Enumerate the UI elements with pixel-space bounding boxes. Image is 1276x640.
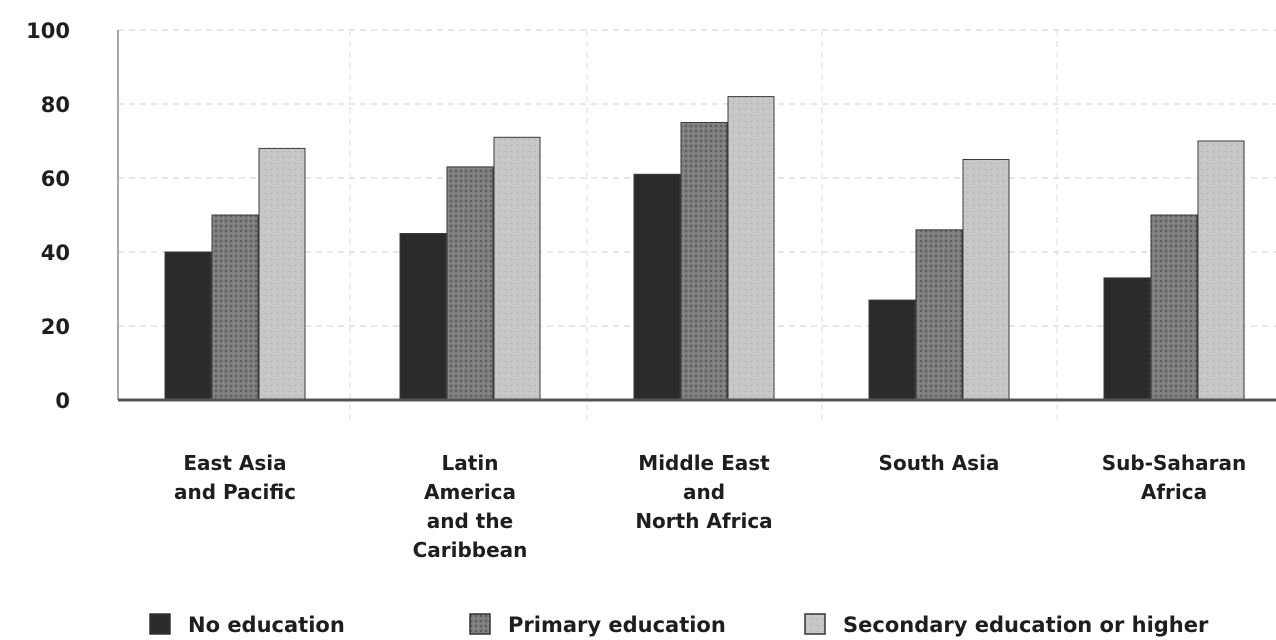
category-label-line: North Africa [635,509,772,533]
bar [1197,140,1245,401]
legend-swatch [804,613,826,635]
y-tick-label: 20 [41,315,70,339]
axes [117,30,1276,402]
bar [633,173,681,401]
category-label-line: Africa [1141,480,1207,504]
legend-label: Primary education [508,613,726,637]
bar [493,136,541,401]
bar [1103,277,1151,401]
category-label: Middle East and North Africa [635,451,772,533]
category-label-line: South Asia [879,451,1000,475]
category-label: Sub-Saharan Africa [1102,451,1247,504]
category-label: Latin America and the Caribbean [413,451,528,562]
legend-label: No education [188,613,345,637]
category-label-line: Caribbean [413,538,528,562]
category-label: East Asia and Pacific [174,451,296,504]
category-label-line: and Pacific [174,480,296,504]
category-label-line: and the [427,509,513,533]
bar [446,166,494,401]
category-label-line: America [424,480,516,504]
bar [915,229,963,401]
bar [1150,214,1198,401]
bar [680,122,728,401]
legend-swatch [149,613,171,635]
bar [211,214,259,401]
y-tick-label: 80 [41,93,70,117]
y-tick-label: 100 [26,19,70,43]
y-tick-label: 40 [41,241,70,265]
category-label: South Asia [879,451,1000,475]
y-tick-label: 0 [55,389,70,413]
bars [164,96,1245,401]
y-tick-labels: 0 20 40 60 80 100 [26,19,70,413]
legend-label: Secondary education or higher [843,613,1209,637]
bar [868,299,916,401]
category-label-line: Sub-Saharan [1102,451,1247,475]
bar [727,96,775,401]
legend-swatch [469,613,491,635]
bar [399,233,447,401]
category-label-line: East Asia [183,451,286,475]
category-label-line: Latin [442,451,499,475]
y-tick-label: 60 [41,167,70,191]
bar [164,251,212,401]
category-label-line: and [683,480,725,504]
category-label-line: Middle East [638,451,770,475]
category-labels: East Asia and Pacific Latin America and the C… [174,451,1246,562]
bar [258,147,306,401]
bar [962,159,1010,401]
gridlines [118,29,1276,420]
legend: No education Primary education Secondary e… [149,613,1209,637]
